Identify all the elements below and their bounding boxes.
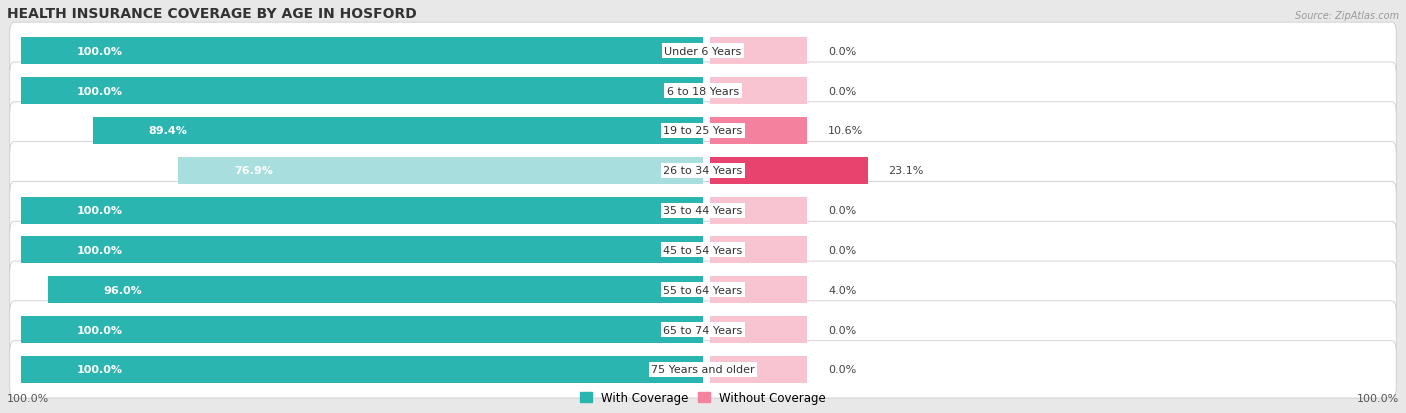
Bar — [710, 118, 807, 145]
Text: 100.0%: 100.0% — [76, 206, 122, 216]
Bar — [710, 38, 807, 65]
Text: 0.0%: 0.0% — [828, 47, 856, 57]
Text: Under 6 Years: Under 6 Years — [665, 47, 741, 57]
Bar — [21, 197, 703, 224]
Text: 100.0%: 100.0% — [76, 86, 122, 96]
Text: 0.0%: 0.0% — [828, 86, 856, 96]
Text: 100.0%: 100.0% — [76, 47, 122, 57]
Bar — [21, 237, 703, 264]
Text: 89.4%: 89.4% — [149, 126, 188, 136]
Bar — [48, 277, 703, 304]
FancyBboxPatch shape — [10, 261, 1396, 318]
Bar — [21, 316, 703, 343]
FancyBboxPatch shape — [10, 341, 1396, 398]
Bar — [710, 237, 807, 264]
FancyBboxPatch shape — [10, 142, 1396, 199]
Text: 76.9%: 76.9% — [235, 166, 273, 176]
Text: 100.0%: 100.0% — [7, 393, 49, 403]
Text: 0.0%: 0.0% — [828, 364, 856, 375]
Text: 35 to 44 Years: 35 to 44 Years — [664, 206, 742, 216]
Text: 100.0%: 100.0% — [76, 325, 122, 335]
Text: 96.0%: 96.0% — [104, 285, 142, 295]
Bar — [21, 38, 703, 65]
Text: 100.0%: 100.0% — [1357, 393, 1399, 403]
Text: 10.6%: 10.6% — [828, 126, 863, 136]
Text: 23.1%: 23.1% — [889, 166, 924, 176]
Text: 45 to 54 Years: 45 to 54 Years — [664, 245, 742, 255]
Bar — [710, 157, 868, 184]
FancyBboxPatch shape — [10, 23, 1396, 80]
FancyBboxPatch shape — [10, 301, 1396, 358]
FancyBboxPatch shape — [10, 63, 1396, 120]
Text: HEALTH INSURANCE COVERAGE BY AGE IN HOSFORD: HEALTH INSURANCE COVERAGE BY AGE IN HOSF… — [7, 7, 416, 21]
FancyBboxPatch shape — [10, 222, 1396, 279]
Text: 26 to 34 Years: 26 to 34 Years — [664, 166, 742, 176]
Text: 55 to 64 Years: 55 to 64 Years — [664, 285, 742, 295]
Bar — [21, 78, 703, 105]
Legend: With Coverage, Without Coverage: With Coverage, Without Coverage — [575, 386, 831, 408]
Bar — [710, 78, 807, 105]
Text: 19 to 25 Years: 19 to 25 Years — [664, 126, 742, 136]
Text: 4.0%: 4.0% — [828, 285, 856, 295]
Text: Source: ZipAtlas.com: Source: ZipAtlas.com — [1295, 11, 1399, 21]
Text: 0.0%: 0.0% — [828, 245, 856, 255]
Bar — [710, 197, 807, 224]
Bar — [179, 157, 703, 184]
Bar — [710, 316, 807, 343]
Text: 65 to 74 Years: 65 to 74 Years — [664, 325, 742, 335]
Text: 6 to 18 Years: 6 to 18 Years — [666, 86, 740, 96]
Text: 75 Years and older: 75 Years and older — [651, 364, 755, 375]
FancyBboxPatch shape — [10, 102, 1396, 160]
Bar — [93, 118, 703, 145]
Text: 0.0%: 0.0% — [828, 206, 856, 216]
Text: 100.0%: 100.0% — [76, 364, 122, 375]
Bar — [710, 277, 807, 304]
Text: 0.0%: 0.0% — [828, 325, 856, 335]
Bar — [21, 356, 703, 383]
Bar — [710, 356, 807, 383]
FancyBboxPatch shape — [10, 182, 1396, 239]
Text: 100.0%: 100.0% — [76, 245, 122, 255]
